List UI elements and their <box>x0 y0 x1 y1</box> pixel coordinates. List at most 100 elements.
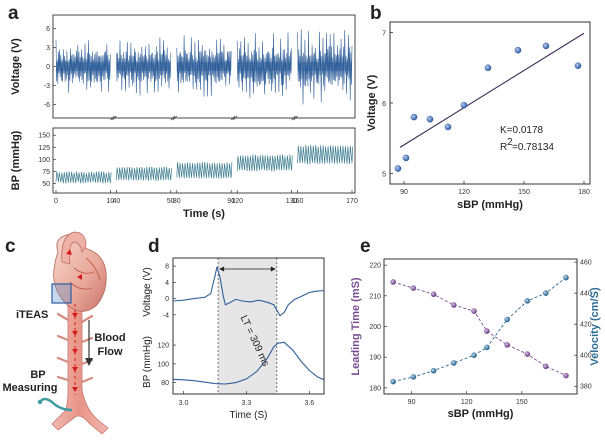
bp-measuring-tube <box>38 397 73 412</box>
leading-time-point <box>484 328 490 334</box>
scatter-point <box>426 115 434 123</box>
panel-letter-d: d <box>148 236 160 257</box>
voltage-y-tick-label: 0 <box>46 64 50 71</box>
heart-vessels <box>69 257 101 290</box>
voltage-trace-band <box>56 62 111 71</box>
left-y-tick-label: 180 <box>369 385 381 392</box>
panel-b-chart: 90 120 150 180 5 6 7 K=0.0178 R 2 =0.78134 sBP (mmH… <box>366 21 591 211</box>
lt-arrowhead-right <box>270 266 276 272</box>
annotation-r2-superscript: 2 <box>507 137 513 148</box>
bp-y-tick-label: 75 <box>42 169 50 176</box>
fit-line <box>399 32 585 148</box>
bp-y-tick-label: 120 <box>157 343 169 350</box>
leading-time-point <box>563 372 569 379</box>
x-tick-label: 120 <box>231 198 243 205</box>
voltage-y-tick-label: 0 <box>165 296 169 303</box>
axis-break-mark <box>232 115 238 121</box>
x-tick-label: 40 <box>113 198 121 205</box>
x-tick-label: 130 <box>286 198 298 205</box>
right-y-tick-label: 400 <box>580 353 592 360</box>
panel-letter-c: c <box>5 236 16 257</box>
label-measuring: Measuring <box>2 382 57 394</box>
right-y-tick-label: 380 <box>580 384 592 391</box>
x-tick-label: 90 <box>227 198 235 205</box>
panel-letter-a: a <box>8 3 19 24</box>
voltage-trace-band <box>297 62 352 71</box>
voltage-trace-segment <box>55 40 111 93</box>
scatter-point <box>402 154 410 162</box>
right-y-tick-label: 440 <box>580 291 592 298</box>
scatter-point <box>514 46 522 54</box>
bp-plot-frame <box>52 127 356 194</box>
axis-break-mark <box>230 115 236 121</box>
axis-break-mark <box>291 115 296 121</box>
right-y-tick-label: 460 <box>580 260 592 267</box>
voltage-curve <box>172 266 325 317</box>
bp-y-tick-label: 125 <box>38 145 50 152</box>
iteas-sensor-box <box>51 283 72 304</box>
bp-trace-segment <box>297 144 354 165</box>
panel-c-diagram: iTEAS Blood Flow BP Measuring <box>2 231 126 435</box>
leading-time-point <box>430 291 437 298</box>
x-tick-label: 90 <box>400 189 408 196</box>
leading-time-point <box>390 279 396 285</box>
voltage-trace-segment <box>176 35 232 97</box>
left-y-axis-label: Leading Time (mS) <box>350 277 362 376</box>
bp-trace-segment <box>236 154 293 172</box>
aorta-vessel <box>51 299 109 435</box>
right-y-tick-label: 420 <box>580 322 592 329</box>
voltage-trace-segment <box>236 32 292 99</box>
voltage-y-tick-label: -4 <box>163 312 169 319</box>
y-axis-label: Voltage (V) <box>366 74 378 131</box>
velocity-point <box>563 274 569 281</box>
x-tick-label: 170 <box>346 198 358 205</box>
scatter-point <box>410 113 418 121</box>
x-tick-label: 80 <box>173 198 181 205</box>
scatter-point <box>394 165 402 172</box>
panel-e-chart: 90 120 150 180 190 200 210 220 380 400 420 440 460 sB… <box>350 258 601 420</box>
scatter-point <box>574 62 582 69</box>
lt-shaded-region <box>218 258 277 394</box>
leading-time-point <box>504 342 510 348</box>
voltage-y-axis-label: Voltage (V) <box>142 267 153 316</box>
aortic-arch <box>61 231 87 265</box>
voltage-y-tick-label: 6 <box>46 26 50 33</box>
panel-letter-b: b <box>370 3 382 24</box>
leading-time-point <box>410 285 417 291</box>
bp-y-tick-label: 150 <box>38 133 50 140</box>
plot-frame <box>383 258 578 395</box>
x-tick-label: 50 <box>167 198 175 205</box>
x-tick-label: 3.0 <box>179 400 189 407</box>
bp-y-tick-label: 100 <box>157 361 169 368</box>
x-axis-label: sBP (mmHg) <box>457 199 523 211</box>
axis-break-mark <box>110 115 115 121</box>
velocity-point <box>430 367 437 374</box>
voltage-y-tick-label: -6 <box>44 102 50 109</box>
y-tick-label: 6 <box>382 101 386 108</box>
velocity-point <box>484 344 490 351</box>
blood-flow-arrowhead <box>85 358 93 366</box>
leading-time-line <box>393 281 567 377</box>
scatter-point <box>484 64 492 72</box>
bp-y-tick-label: 50 <box>42 181 50 188</box>
bp-y-tick-label: 100 <box>38 157 50 164</box>
x-tick-label: 3.3 <box>242 400 252 407</box>
y-tick-label: 7 <box>382 31 386 38</box>
bp-tube-end <box>37 399 43 405</box>
label-flow: Flow <box>97 346 122 358</box>
scatter-point <box>460 101 468 109</box>
leading-time-point <box>451 302 457 308</box>
velocity-point <box>504 316 510 323</box>
bp-y-tick-label: 80 <box>161 380 169 387</box>
x-tick-label: 120 <box>461 399 473 406</box>
voltage-y-tick-label: 4 <box>165 280 169 287</box>
axis-break-mark <box>170 115 176 121</box>
annotation-k: K=0.0178 <box>500 125 544 136</box>
scatter-point <box>444 123 452 131</box>
x-axis-label: sBP (mmHg) <box>448 408 514 420</box>
plot-frame <box>389 21 591 185</box>
annotation-r2-value: =0.78134 <box>512 142 554 153</box>
x-axis-label: Time (s) <box>183 208 225 220</box>
